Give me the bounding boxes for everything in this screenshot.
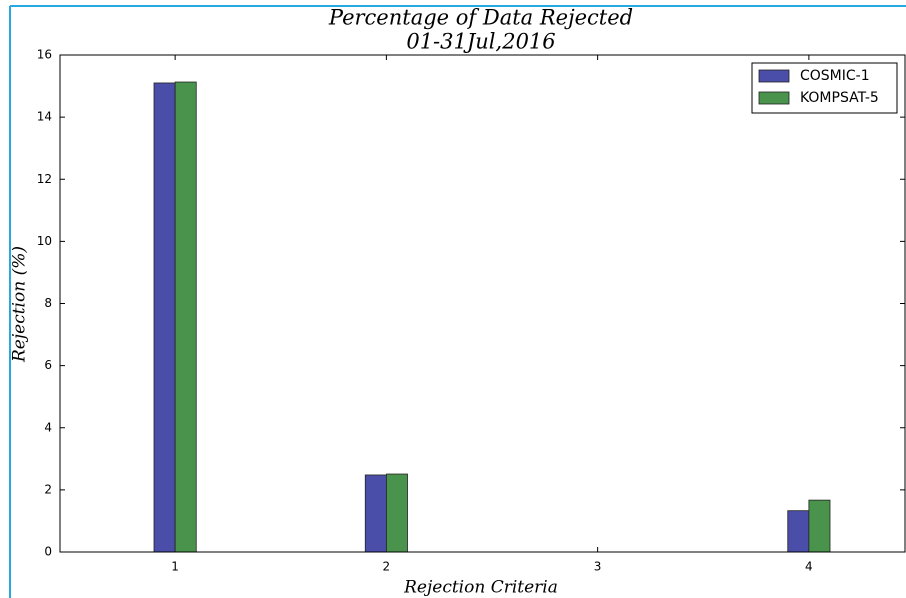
x-tick-label: 2 [383,560,391,574]
x-tick-label: 4 [805,560,813,574]
bar [787,510,810,553]
legend-label: KOMPSAT-5 [800,90,879,106]
x-axis-label: Rejection Criteria [403,578,558,598]
y-tick-label: 0 [44,545,52,559]
legend-swatch [758,69,790,83]
x-tick-label: 3 [594,560,602,574]
bar [385,473,408,553]
y-axis-label: Rejection (%) [10,246,30,363]
chart-subtitle: 01-31Jul,2016 [406,30,555,54]
plot-frame [59,54,906,553]
y-tick-label: 14 [37,110,52,124]
y-tick-label: 16 [37,48,52,62]
bar [808,499,831,553]
y-tick-label: 6 [44,358,52,372]
y-tick-label: 8 [44,296,52,310]
y-tick-label: 12 [37,172,52,186]
legend-swatch [758,91,790,105]
y-tick-label: 2 [44,482,52,496]
x-tick-label: 1 [171,560,179,574]
legend-label: COSMIC-1 [800,68,870,84]
y-tick-label: 4 [44,420,52,434]
y-tick-label: 10 [37,234,52,248]
bar [364,474,387,553]
bar [174,81,197,553]
bar [153,82,176,553]
chart-title: Percentage of Data Rejected [328,6,633,30]
